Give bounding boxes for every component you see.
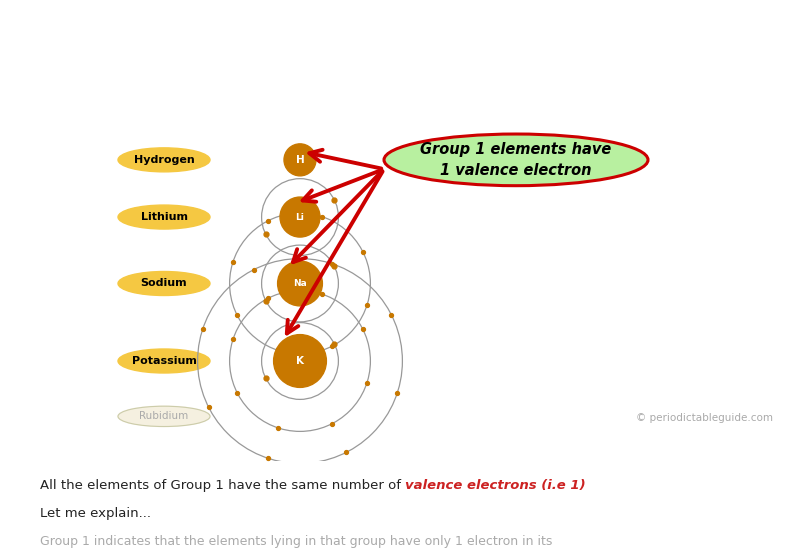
Ellipse shape: [118, 271, 210, 295]
Ellipse shape: [118, 205, 210, 229]
Ellipse shape: [384, 134, 648, 186]
Text: © periodictableguide.com: © periodictableguide.com: [635, 413, 773, 423]
Text: valence electrons (i.e 1): valence electrons (i.e 1): [406, 478, 586, 492]
Ellipse shape: [118, 148, 210, 172]
Text: Potassium, Rubidium, Cesium and Francium?: Potassium, Rubidium, Cesium and Francium…: [164, 62, 636, 81]
Text: All the elements of Group 1 have the same number of: All the elements of Group 1 have the sam…: [40, 478, 406, 492]
Ellipse shape: [280, 197, 320, 237]
Text: Sodium: Sodium: [141, 279, 187, 289]
Ellipse shape: [274, 335, 326, 387]
Text: K: K: [296, 356, 304, 366]
Ellipse shape: [278, 261, 322, 306]
Text: Lithium: Lithium: [141, 212, 187, 222]
Text: Group 1 elements have
1 valence electron: Group 1 elements have 1 valence electron: [420, 142, 612, 178]
Text: Potassium: Potassium: [131, 356, 197, 366]
Text: How many valence electrons are in: Lithium, Sodium,: How many valence electrons are in: Lithi…: [118, 23, 682, 42]
Ellipse shape: [118, 349, 210, 373]
Ellipse shape: [284, 144, 316, 176]
Text: H: H: [296, 155, 304, 165]
Ellipse shape: [118, 406, 210, 426]
Text: Rubidium: Rubidium: [139, 411, 189, 421]
Text: Li: Li: [295, 213, 305, 221]
Text: Na: Na: [293, 279, 307, 288]
Text: Let me explain...: Let me explain...: [40, 507, 151, 520]
Text: Hydrogen: Hydrogen: [134, 155, 194, 165]
Text: Group 1 indicates that the elements lying in that group have only 1 electron in : Group 1 indicates that the elements lyin…: [40, 535, 552, 548]
